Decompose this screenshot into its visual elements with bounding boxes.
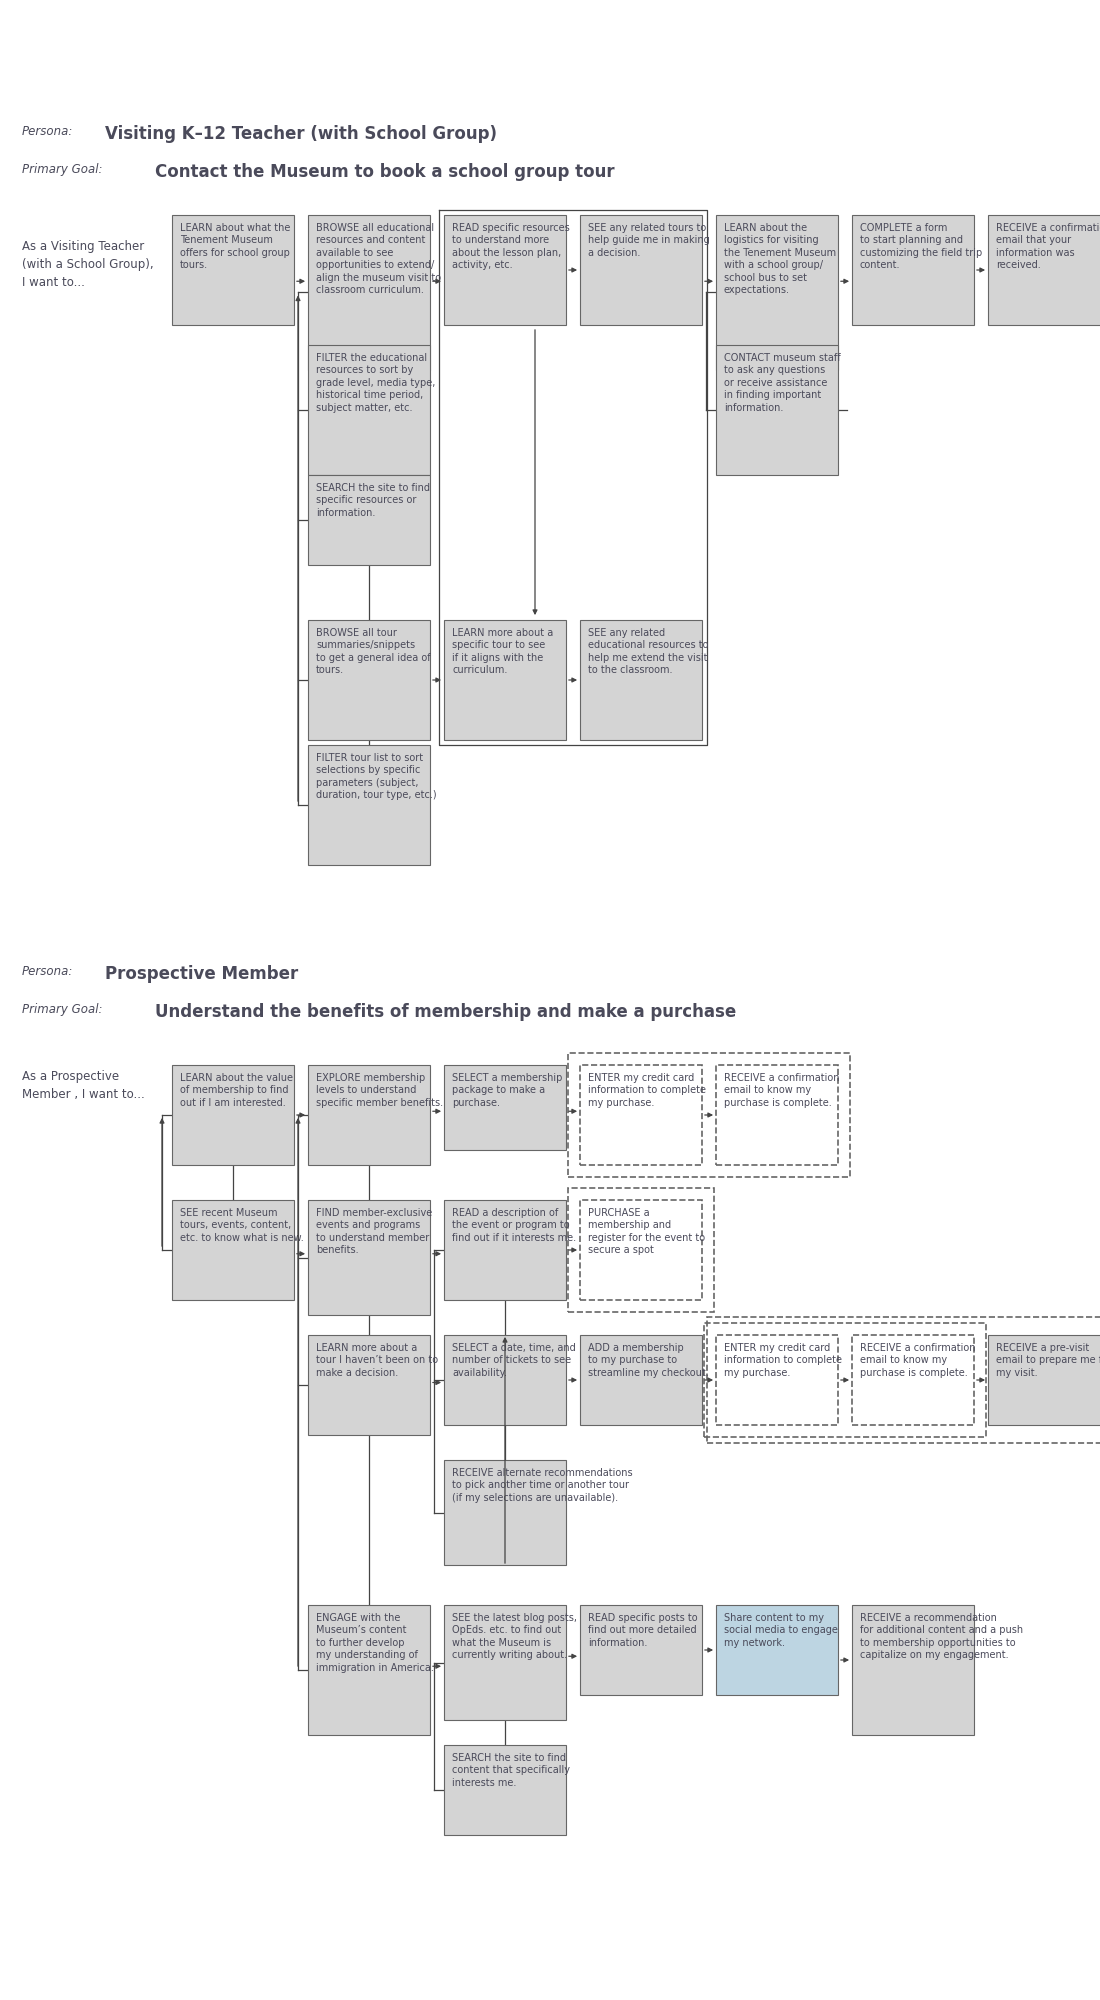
Text: ENGAGE with the
Museum’s content
to further develop
my understanding of
immigrat: ENGAGE with the Museum’s content to furt…	[316, 1612, 433, 1672]
Text: CONTACT museum staff
to ask any questions
or receive assistance
in finding impor: CONTACT museum staff to ask any question…	[724, 352, 840, 412]
FancyBboxPatch shape	[716, 1604, 838, 1696]
Text: RECEIVE a confirmation
email to know my
purchase is complete.: RECEIVE a confirmation email to know my …	[860, 1344, 976, 1378]
Text: READ specific resources
to understand more
about the lesson plan,
activity, etc.: READ specific resources to understand mo…	[452, 222, 570, 270]
FancyBboxPatch shape	[716, 344, 838, 474]
FancyBboxPatch shape	[308, 620, 430, 740]
FancyBboxPatch shape	[580, 620, 702, 740]
Text: FIND member-exclusive
events and programs
to understand member
benefits.: FIND member-exclusive events and program…	[316, 1208, 432, 1256]
Text: LEARN more about a
tour I haven’t been on to
make a decision.: LEARN more about a tour I haven’t been o…	[316, 1344, 438, 1378]
FancyBboxPatch shape	[444, 1336, 566, 1424]
Text: SELECT a date, time, and
number of tickets to see
availability.: SELECT a date, time, and number of ticke…	[452, 1344, 575, 1378]
FancyBboxPatch shape	[444, 1200, 566, 1300]
FancyBboxPatch shape	[308, 1064, 430, 1164]
Text: Primary Goal:: Primary Goal:	[22, 164, 102, 176]
FancyBboxPatch shape	[852, 214, 974, 324]
FancyBboxPatch shape	[444, 620, 566, 740]
Text: COMPLETE a form
to start planning and
customizing the field trip
content.: COMPLETE a form to start planning and cu…	[860, 222, 982, 270]
Text: SEE the latest blog posts,
OpEds. etc. to find out
what the Museum is
currently : SEE the latest blog posts, OpEds. etc. t…	[452, 1612, 578, 1660]
FancyBboxPatch shape	[308, 744, 430, 864]
Text: Understand the benefits of membership and make a purchase: Understand the benefits of membership an…	[155, 1004, 736, 1022]
FancyBboxPatch shape	[716, 1336, 838, 1424]
FancyBboxPatch shape	[308, 1604, 430, 1734]
FancyBboxPatch shape	[580, 1336, 702, 1424]
Text: LEARN about what the
Tenement Museum
offers for school group
tours.: LEARN about what the Tenement Museum off…	[180, 222, 290, 270]
Text: ADD a membership
to my purchase to
streamline my checkout.: ADD a membership to my purchase to strea…	[588, 1344, 708, 1378]
FancyBboxPatch shape	[444, 1460, 566, 1564]
Text: LEARN more about a
specific tour to see
if it aligns with the
curriculum.: LEARN more about a specific tour to see …	[452, 628, 553, 676]
FancyBboxPatch shape	[716, 1064, 838, 1164]
Text: Contact the Museum to book a school group tour: Contact the Museum to book a school grou…	[155, 164, 615, 182]
FancyBboxPatch shape	[172, 214, 294, 324]
Text: RECEIVE a confirmation
email to know my
purchase is complete.: RECEIVE a confirmation email to know my …	[724, 1072, 839, 1108]
FancyBboxPatch shape	[172, 1200, 294, 1300]
FancyBboxPatch shape	[444, 1064, 566, 1150]
Text: BROWSE all tour
summaries/snippets
to get a general idea of
tours.: BROWSE all tour summaries/snippets to ge…	[316, 628, 430, 676]
Text: ENTER my credit card
information to complete
my purchase.: ENTER my credit card information to comp…	[588, 1072, 706, 1108]
FancyBboxPatch shape	[308, 344, 430, 474]
FancyBboxPatch shape	[580, 1200, 702, 1300]
FancyBboxPatch shape	[444, 1604, 566, 1720]
Text: SEE any related
educational resources to
help me extend the visit
to the classro: SEE any related educational resources to…	[588, 628, 708, 676]
Text: LEARN about the value
of membership to find
out if I am interested.: LEARN about the value of membership to f…	[180, 1072, 293, 1108]
Text: RECEIVE a recommendation
for additional content and a push
to membership opportu: RECEIVE a recommendation for additional …	[860, 1612, 1023, 1660]
FancyBboxPatch shape	[444, 214, 566, 324]
Text: Share content to my
social media to engage
my network.: Share content to my social media to enga…	[724, 1612, 838, 1648]
Text: RECEIVE a confirmation
email that your
information was
received.: RECEIVE a confirmation email that your i…	[996, 222, 1100, 270]
FancyBboxPatch shape	[988, 214, 1100, 324]
Text: SEARCH the site to find
content that specifically
interests me.: SEARCH the site to find content that spe…	[452, 1752, 570, 1788]
FancyBboxPatch shape	[852, 1604, 974, 1734]
Text: READ a description of
the event or program to
find out if it interests me.: READ a description of the event or progr…	[452, 1208, 576, 1242]
FancyBboxPatch shape	[988, 1336, 1100, 1424]
Text: EXPLORE membership
levels to understand
specific member benefits.: EXPLORE membership levels to understand …	[316, 1072, 443, 1108]
FancyBboxPatch shape	[716, 214, 838, 370]
Text: BROWSE all educational
resources and content
available to see
opportunities to e: BROWSE all educational resources and con…	[316, 222, 441, 294]
Text: ENTER my credit card
information to complete
my purchase.: ENTER my credit card information to comp…	[724, 1344, 842, 1378]
FancyBboxPatch shape	[580, 214, 702, 324]
Text: As a Prospective
Member , I want to...: As a Prospective Member , I want to...	[22, 1070, 145, 1100]
Text: Persona:: Persona:	[22, 966, 74, 978]
Text: READ specific posts to
find out more detailed
information.: READ specific posts to find out more det…	[588, 1612, 697, 1648]
FancyBboxPatch shape	[852, 1336, 974, 1424]
FancyBboxPatch shape	[308, 1336, 430, 1436]
Text: FILTER tour list to sort
selections by specific
parameters (subject,
duration, t: FILTER tour list to sort selections by s…	[316, 752, 437, 800]
Text: Persona:: Persona:	[22, 124, 74, 138]
Text: Visiting K–12 Teacher (with School Group): Visiting K–12 Teacher (with School Group…	[104, 124, 497, 144]
FancyBboxPatch shape	[444, 1744, 566, 1836]
Text: LEARN about the
logistics for visiting
the Tenement Museum
with a school group/
: LEARN about the logistics for visiting t…	[724, 222, 836, 294]
FancyBboxPatch shape	[308, 474, 430, 564]
FancyBboxPatch shape	[308, 214, 430, 370]
Text: As a Visiting Teacher
(with a School Group),
I want to...: As a Visiting Teacher (with a School Gro…	[22, 240, 154, 288]
FancyBboxPatch shape	[580, 1604, 702, 1696]
FancyBboxPatch shape	[580, 1064, 702, 1164]
FancyBboxPatch shape	[308, 1200, 430, 1316]
Text: FILTER the educational
resources to sort by
grade level, media type,
historical : FILTER the educational resources to sort…	[316, 352, 436, 412]
Text: SEE any related tours to
help guide me in making
a decision.: SEE any related tours to help guide me i…	[588, 222, 710, 258]
Text: PURCHASE a
membership and
register for the event to
secure a spot: PURCHASE a membership and register for t…	[588, 1208, 705, 1256]
Text: SEE recent Museum
tours, events, content,
etc. to know what is new.: SEE recent Museum tours, events, content…	[180, 1208, 304, 1242]
Text: Primary Goal:: Primary Goal:	[22, 1004, 102, 1016]
Text: SEARCH the site to find
specific resources or
information.: SEARCH the site to find specific resourc…	[316, 482, 430, 518]
Text: RECEIVE a pre-visit
email to prepare me for
my visit.: RECEIVE a pre-visit email to prepare me …	[996, 1344, 1100, 1378]
Text: Prospective Member: Prospective Member	[104, 966, 298, 982]
Text: RECEIVE alternate recommendations
to pick another time or another tour
(if my se: RECEIVE alternate recommendations to pic…	[452, 1468, 632, 1502]
Text: SELECT a membership
package to make a
purchase.: SELECT a membership package to make a pu…	[452, 1072, 562, 1108]
FancyBboxPatch shape	[172, 1064, 294, 1164]
